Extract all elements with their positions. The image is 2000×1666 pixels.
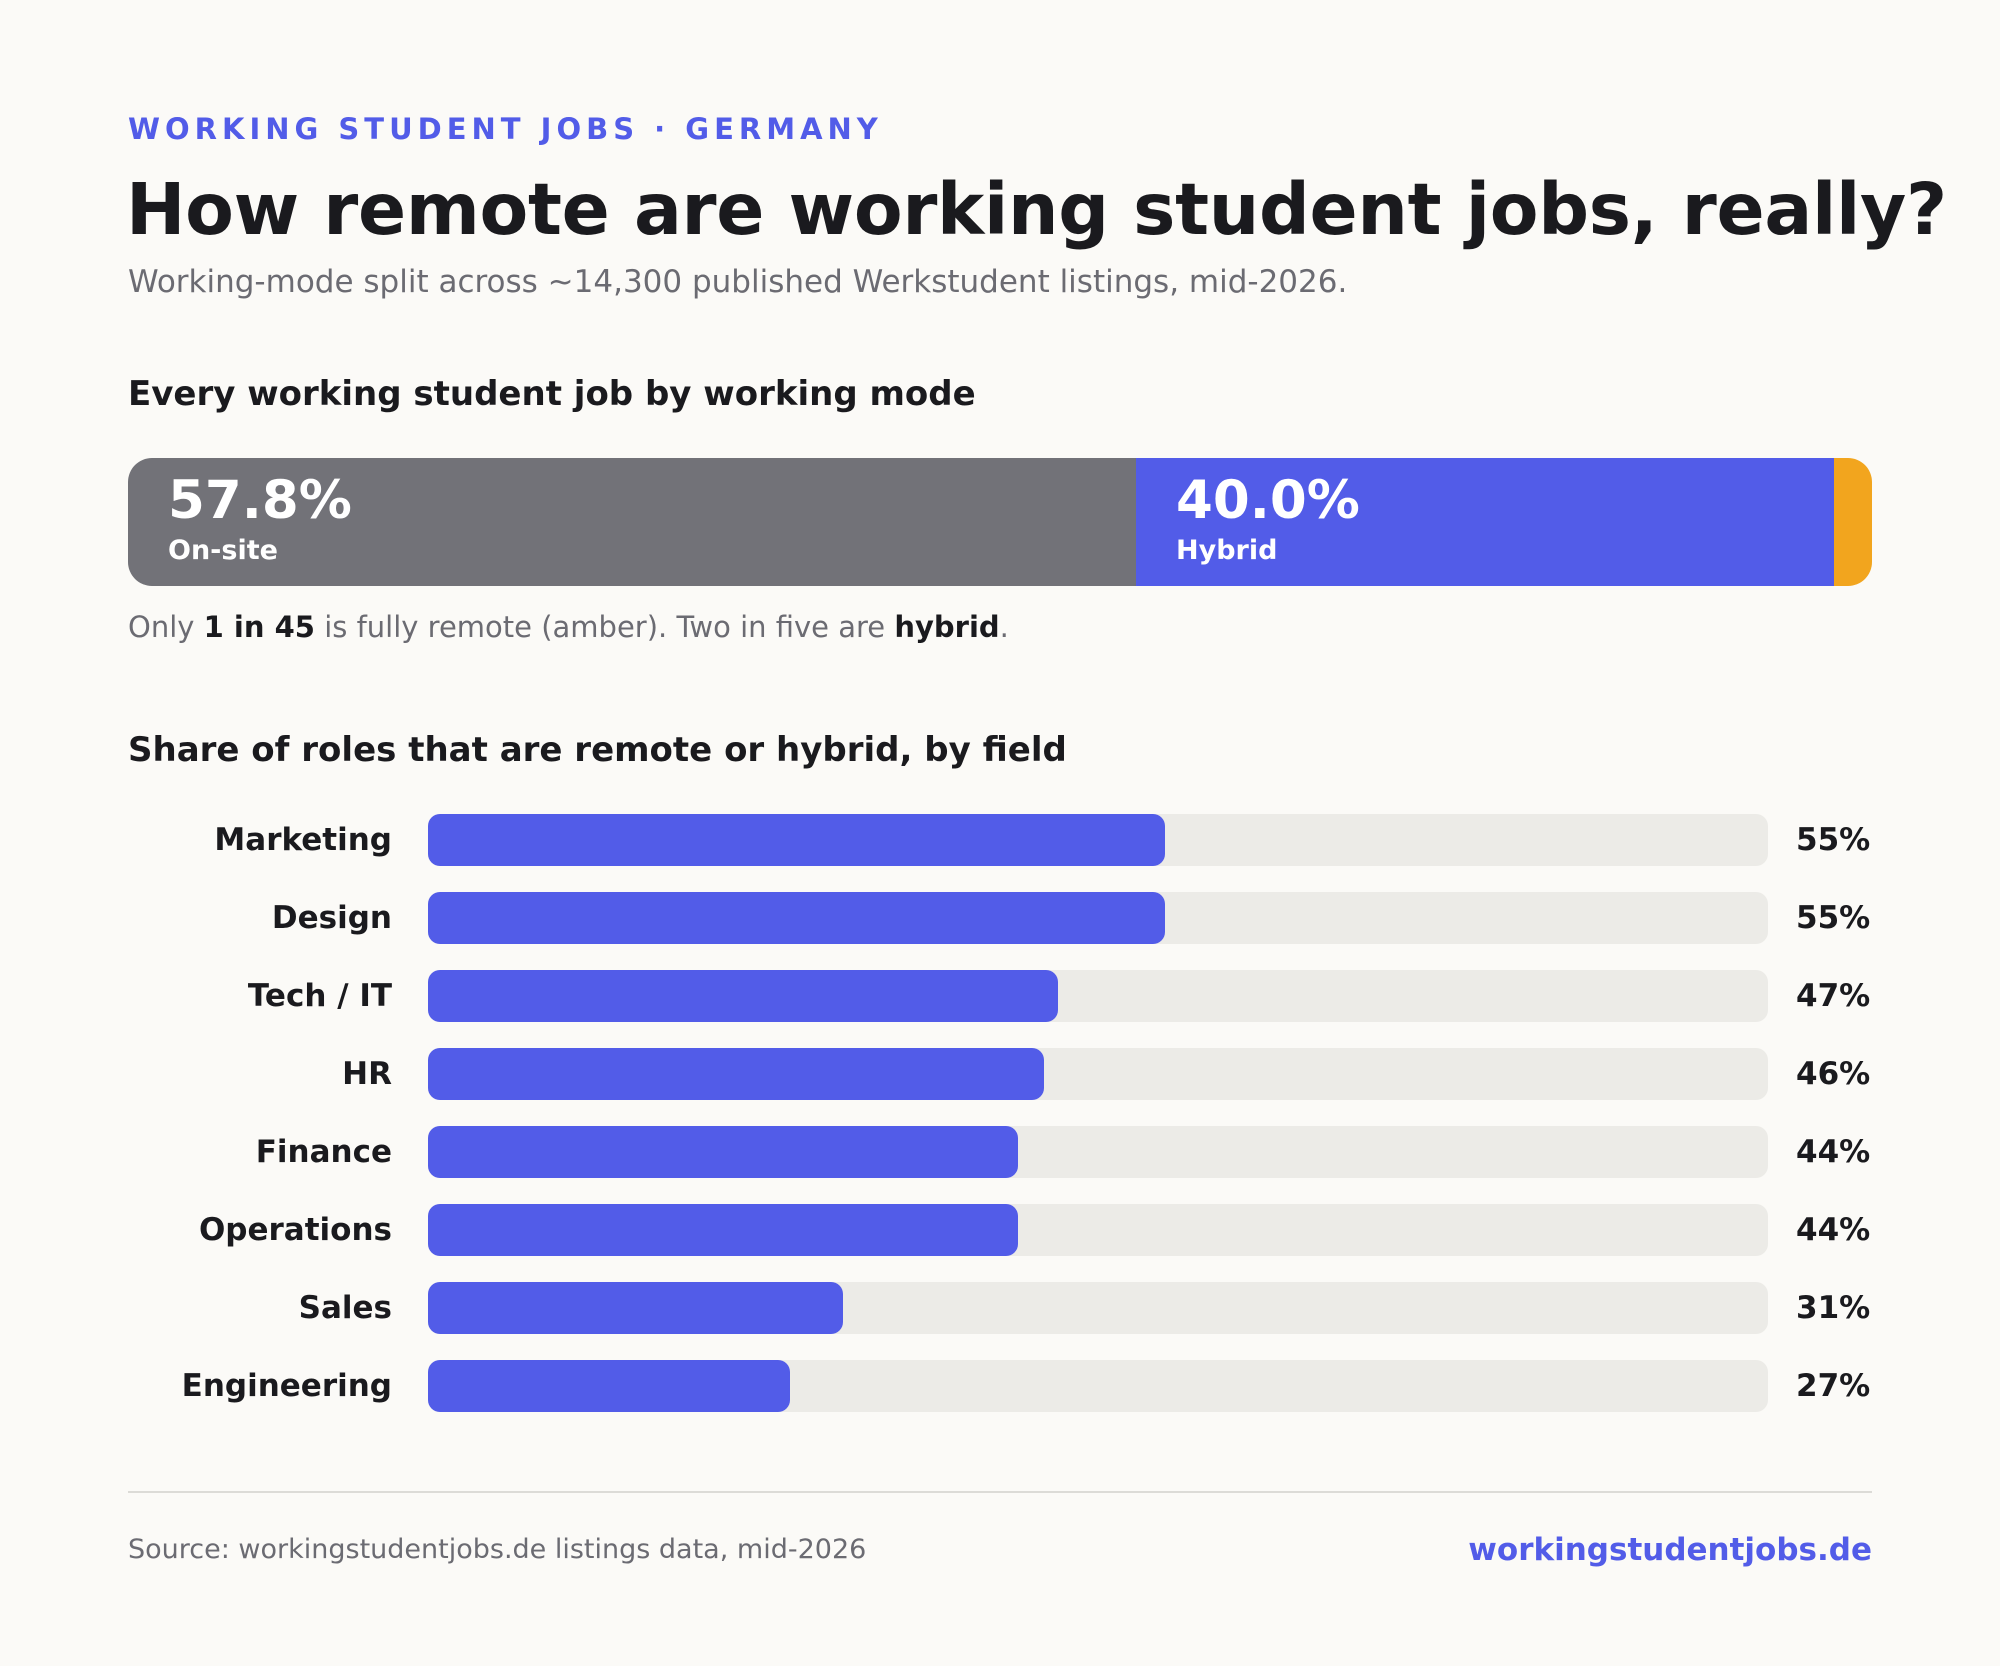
bar-row: HR 46% xyxy=(0,1048,2000,1100)
category-label: Sales xyxy=(298,1290,392,1326)
footer-divider xyxy=(128,1491,1872,1493)
bar-fill xyxy=(428,1282,844,1334)
segment-name-label: On-site xyxy=(168,535,278,566)
note-emphasis-ratio: 1 in 45 xyxy=(203,610,315,644)
segment-percent-label: 40.0% xyxy=(1176,470,1360,531)
category-label: Engineering xyxy=(181,1368,392,1404)
bar-track xyxy=(428,1126,1768,1178)
bar-track xyxy=(428,1048,1768,1100)
bar-track xyxy=(428,970,1768,1022)
bar-row: Engineering 27% xyxy=(0,1360,2000,1412)
split-section-title: Every working student job by working mod… xyxy=(128,374,976,414)
category-label: Marketing xyxy=(214,822,392,858)
value-label: 46% xyxy=(1796,1056,1871,1092)
category-label: Operations xyxy=(198,1212,392,1248)
bar-row: Marketing 55% xyxy=(0,814,2000,866)
bar-track xyxy=(428,814,1768,866)
bar-row: Tech / IT 47% xyxy=(0,970,2000,1022)
bar-row: Operations 44% xyxy=(0,1204,2000,1256)
note-text-2: is fully remote (amber). Two in five are xyxy=(314,610,895,644)
bar-fill xyxy=(428,1204,1018,1256)
bar-track xyxy=(428,1204,1768,1256)
bar-fill xyxy=(428,814,1165,866)
bar-fill xyxy=(428,1360,790,1412)
bar-track xyxy=(428,1282,1768,1334)
bar-track xyxy=(428,1360,1768,1412)
value-label: 31% xyxy=(1796,1290,1871,1326)
split-note: Only 1 in 45 is fully remote (amber). Tw… xyxy=(128,610,1009,644)
bar-track xyxy=(428,892,1768,944)
segment-on-site: 57.8% On-site xyxy=(128,458,1137,586)
note-text-1: Only xyxy=(128,610,204,644)
value-label: 44% xyxy=(1796,1212,1871,1248)
bar-row: Design 55% xyxy=(0,892,2000,944)
segment-name-label: Hybrid xyxy=(1176,535,1278,566)
value-label: 47% xyxy=(1796,978,1871,1014)
segment-remote xyxy=(1833,458,1872,586)
value-label: 27% xyxy=(1796,1368,1871,1404)
eyebrow-label: WORKING STUDENT JOBS · GERMANY xyxy=(128,112,883,146)
page-subtitle: Working-mode split across ~14,300 publis… xyxy=(128,264,1348,300)
category-label: Design xyxy=(271,900,392,936)
note-emphasis-hybrid: hybrid xyxy=(894,610,1000,644)
bar-row: Finance 44% xyxy=(0,1126,2000,1178)
note-text-3: . xyxy=(999,610,1009,644)
field-section-title: Share of roles that are remote or hybrid… xyxy=(128,730,1067,770)
segment-hybrid: 40.0% Hybrid xyxy=(1136,458,1834,586)
bar-row: Sales 31% xyxy=(0,1282,2000,1334)
brand-link[interactable]: workingstudentjobs.de xyxy=(1468,1532,1872,1568)
source-note: Source: workingstudentjobs.de listings d… xyxy=(128,1534,867,1565)
segment-percent-label: 57.8% xyxy=(168,470,352,531)
bar-fill xyxy=(428,1126,1018,1178)
bar-fill xyxy=(428,892,1165,944)
bar-fill xyxy=(428,970,1058,1022)
category-label: HR xyxy=(342,1056,392,1092)
value-label: 44% xyxy=(1796,1134,1871,1170)
category-label: Tech / IT xyxy=(247,978,392,1014)
category-label: Finance xyxy=(255,1134,392,1170)
value-label: 55% xyxy=(1796,822,1871,858)
value-label: 55% xyxy=(1796,900,1871,936)
bar-fill xyxy=(428,1048,1045,1100)
page-title: How remote are working student jobs, rea… xyxy=(126,168,1947,251)
working-mode-split-bar: 57.8% On-site 40.0% Hybrid xyxy=(128,458,1872,586)
